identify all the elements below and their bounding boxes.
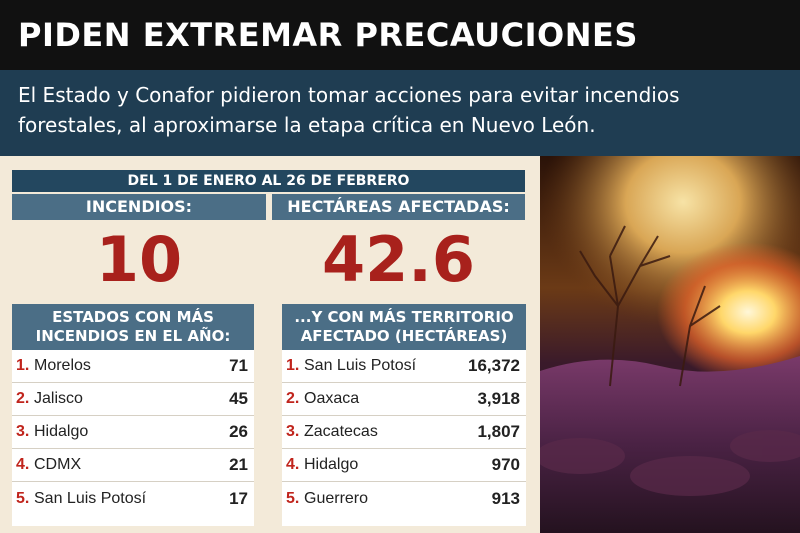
rank: 3.	[286, 423, 300, 440]
wildfire-photo	[540, 156, 800, 533]
fire-count: 26	[229, 422, 248, 441]
rank: 5.	[16, 489, 30, 507]
list-item: 4. CDMX 21	[12, 449, 254, 482]
subtitle-line-2: forestales, al aproximarse la etapa crít…	[18, 113, 596, 137]
hectares-count: 970	[491, 455, 520, 474]
list-item: 2. Jalisco 45	[12, 383, 254, 416]
rank: 1.	[286, 357, 300, 374]
state-name: Jalisco	[34, 390, 83, 407]
fire-count: 17	[229, 488, 248, 508]
page-title: PIDEN EXTREMAR PRECAUCIONES	[18, 16, 638, 54]
state-name: San Luis Potosí	[304, 357, 417, 374]
state-name: Guerrero	[304, 489, 369, 507]
states-fires-panel: ESTADOS CON MÁS INCENDIOS EN EL AÑO: 1. …	[12, 304, 254, 526]
hectares-value: 42.6	[322, 223, 475, 296]
title-bar: PIDEN EXTREMAR PRECAUCIONES	[0, 0, 800, 70]
rank: 1.	[16, 357, 30, 374]
hectares-label: HECTÁREAS AFECTADAS:	[272, 194, 525, 220]
list-item: 3. Hidalgo 26	[12, 416, 254, 449]
list-item: 1. Morelos 71	[12, 350, 254, 383]
state-name: Morelos	[34, 357, 91, 374]
list-item: 1. San Luis Potosí 16,372	[282, 350, 526, 383]
fire-count: 45	[229, 389, 248, 408]
hectares-count: 16,372	[468, 356, 520, 375]
state-name: Oaxaca	[304, 390, 360, 407]
fire-count: 71	[229, 356, 248, 375]
rank: 2.	[16, 390, 30, 407]
subtitle-line-1: El Estado y Conafor pidieron tomar accio…	[18, 83, 680, 107]
list-item: 4. Hidalgo 970	[282, 449, 526, 482]
state-name: CDMX	[34, 456, 82, 473]
rank: 2.	[286, 390, 300, 407]
state-name: Hidalgo	[304, 456, 359, 473]
rank: 5.	[286, 489, 300, 507]
hectares-count: 3,918	[477, 389, 520, 408]
rank: 4.	[286, 456, 300, 473]
subtitle-bar: El Estado y Conafor pidieron tomar accio…	[0, 70, 800, 156]
state-name: San Luis Potosí	[34, 489, 147, 507]
states-fires-header: ESTADOS CON MÁS INCENDIOS EN EL AÑO:	[12, 304, 254, 350]
list-item: 5. Guerrero 913	[282, 482, 526, 515]
rank: 3.	[16, 423, 30, 440]
list-item: 5. San Luis Potosí 17	[12, 482, 254, 515]
fires-label: INCENDIOS:	[12, 194, 266, 220]
state-name: Zacatecas	[304, 423, 378, 440]
hectares-count: 913	[491, 488, 520, 508]
fires-value: 10	[95, 223, 183, 296]
states-fires-header-line-2: INCENDIOS EN EL AÑO:	[35, 327, 231, 345]
rank: 4.	[16, 456, 30, 473]
wildfire-image	[540, 156, 800, 533]
list-item: 3. Zacatecas 1,807	[282, 416, 526, 449]
states-territory-header: ...Y CON MÁS TERRITORIO AFECTADO (HECTÁR…	[282, 304, 526, 350]
states-fires-list: 1. Morelos 71 2. Jalisco 45 3. Hidalgo 2…	[12, 350, 254, 515]
state-name: Hidalgo	[34, 423, 89, 440]
fire-count: 21	[229, 455, 248, 474]
states-territory-list: 1. San Luis Potosí 16,372 2. Oaxaca 3,91…	[282, 350, 526, 515]
states-territory-header-line-1: ...Y CON MÁS TERRITORIO	[294, 308, 514, 326]
states-fires-header-line-1: ESTADOS CON MÁS	[52, 308, 214, 326]
hectares-count: 1,807	[477, 422, 520, 441]
period-band: DEL 1 DE ENERO AL 26 DE FEBRERO	[12, 170, 525, 192]
states-territory-header-line-2: AFECTADO (HECTÁREAS)	[300, 327, 508, 345]
list-item: 2. Oaxaca 3,918	[282, 383, 526, 416]
states-territory-panel: ...Y CON MÁS TERRITORIO AFECTADO (HECTÁR…	[282, 304, 526, 526]
